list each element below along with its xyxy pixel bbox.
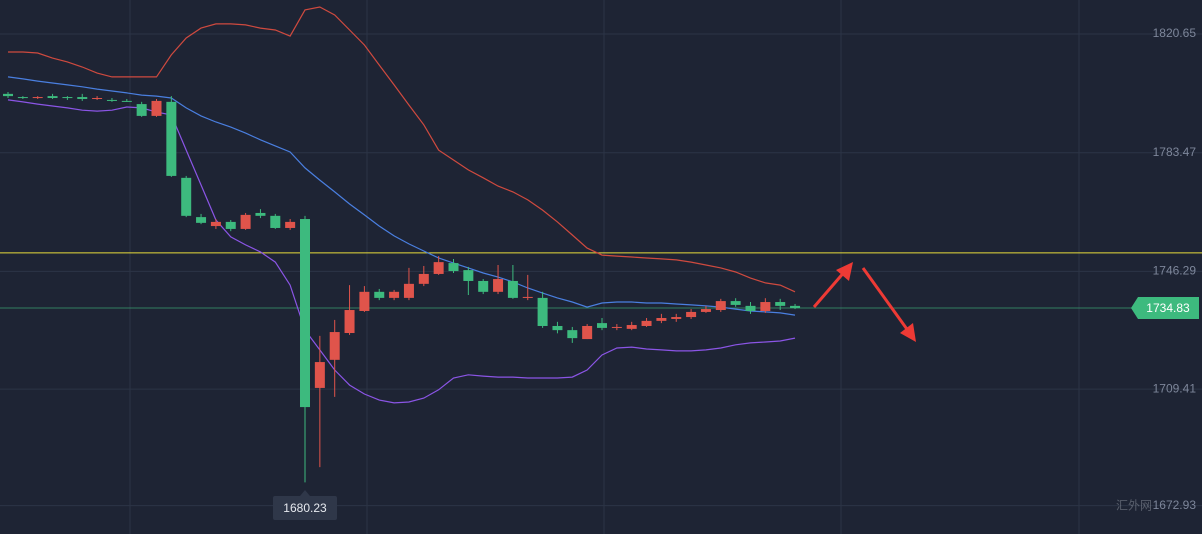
candle-body (389, 291, 400, 298)
candle-body (597, 323, 607, 328)
y-tick-label: 1709.41 (1153, 381, 1197, 395)
arrow-up (812, 269, 848, 308)
candle-body (611, 326, 622, 328)
candle-body (225, 221, 236, 229)
candle-body (314, 362, 325, 388)
arrow-head (900, 323, 916, 342)
candle-body (255, 212, 266, 216)
candle-body (641, 320, 652, 326)
watermark: 汇外网 (1116, 499, 1152, 513)
candle-body (790, 305, 801, 309)
last-price-box (1131, 297, 1199, 320)
candle-body (77, 97, 88, 99)
candle-body (775, 302, 786, 306)
candle-body (151, 100, 162, 116)
candle-body (344, 310, 355, 334)
candle-body (448, 263, 459, 272)
candle-body (537, 297, 548, 326)
candle-body (552, 325, 563, 331)
candle-body (478, 280, 489, 292)
candle-body (567, 330, 578, 339)
candle-body (240, 214, 251, 229)
candle-body (196, 217, 207, 223)
candle-body (62, 97, 73, 99)
candle-body (671, 317, 682, 319)
candle-body (507, 280, 518, 298)
candle-body (47, 96, 58, 99)
candle-body (418, 273, 429, 284)
candle-body (626, 325, 637, 329)
candle-body (433, 262, 444, 274)
low-marker-label: 1680.23 (283, 501, 327, 515)
last-price-label: 1734.83 (1146, 301, 1190, 315)
candle-body (403, 283, 414, 298)
labels: 1672.93 1709.41 1746.29 1783.47 1820.65 1680.… (273, 26, 1199, 520)
low-marker-box (273, 496, 337, 520)
candle-body (359, 291, 370, 311)
y-tick-label: 1783.47 (1153, 145, 1197, 159)
candle-body (17, 97, 28, 99)
candle-body (106, 99, 117, 101)
candle-body (700, 309, 711, 312)
candle-body (730, 301, 741, 305)
vertical-grid (129, 0, 1080, 534)
candle-body (121, 100, 132, 102)
candle-body (493, 279, 504, 292)
candle-body (32, 97, 43, 99)
y-tick-label: 1672.93 (1153, 498, 1197, 512)
candle-body (270, 215, 281, 228)
candle-body (760, 302, 771, 311)
candle-body (582, 325, 593, 340)
band-line (7, 76, 796, 316)
candle-body (329, 332, 340, 360)
arrow-head (836, 262, 853, 281)
candle-body (686, 311, 697, 318)
candle-body (656, 318, 667, 321)
candle-body (522, 296, 533, 298)
candle-body (374, 291, 385, 298)
candle-body (210, 221, 221, 227)
candle-body (136, 104, 147, 116)
candle-body (715, 301, 726, 311)
candle-body (3, 93, 13, 97)
candle-body (181, 177, 192, 216)
y-tick-label: 1746.29 (1153, 264, 1197, 278)
arrows (812, 262, 916, 342)
y-tick-label: 1820.65 (1153, 26, 1197, 40)
candle-body (92, 98, 103, 100)
candle-body (745, 305, 756, 311)
candle-body (463, 270, 474, 281)
band-line (8, 6, 796, 293)
candle-body (166, 101, 177, 176)
plot (0, 6, 1202, 483)
grid (0, 33, 1202, 507)
candle-body (300, 219, 310, 408)
low-marker-pointer (300, 490, 310, 496)
candle-body (285, 221, 296, 228)
arrow-down (861, 267, 911, 333)
